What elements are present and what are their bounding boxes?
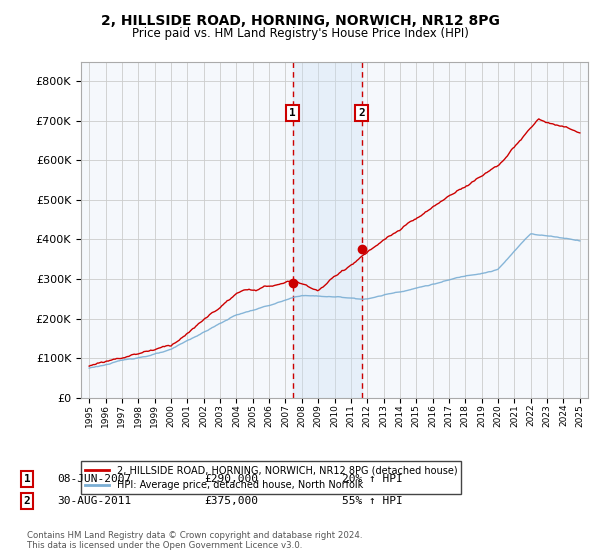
Text: 2, HILLSIDE ROAD, HORNING, NORWICH, NR12 8PG: 2, HILLSIDE ROAD, HORNING, NORWICH, NR12… <box>101 14 499 28</box>
Text: 08-JUN-2007: 08-JUN-2007 <box>57 474 131 484</box>
Text: Contains HM Land Registry data © Crown copyright and database right 2024.
This d: Contains HM Land Registry data © Crown c… <box>27 530 362 550</box>
Text: 30-AUG-2011: 30-AUG-2011 <box>57 496 131 506</box>
Bar <box>293 62 362 398</box>
Legend: 2, HILLSIDE ROAD, HORNING, NORWICH, NR12 8PG (detached house), HPI: Average pric: 2, HILLSIDE ROAD, HORNING, NORWICH, NR12… <box>81 461 461 494</box>
Text: £290,000: £290,000 <box>204 474 258 484</box>
Text: Price paid vs. HM Land Registry's House Price Index (HPI): Price paid vs. HM Land Registry's House … <box>131 27 469 40</box>
Text: 20% ↑ HPI: 20% ↑ HPI <box>342 474 403 484</box>
Text: 1: 1 <box>23 474 31 484</box>
Text: £375,000: £375,000 <box>204 496 258 506</box>
Text: 2: 2 <box>358 108 365 118</box>
Text: 55% ↑ HPI: 55% ↑ HPI <box>342 496 403 506</box>
Text: 2: 2 <box>23 496 31 506</box>
Text: 1: 1 <box>289 108 296 118</box>
